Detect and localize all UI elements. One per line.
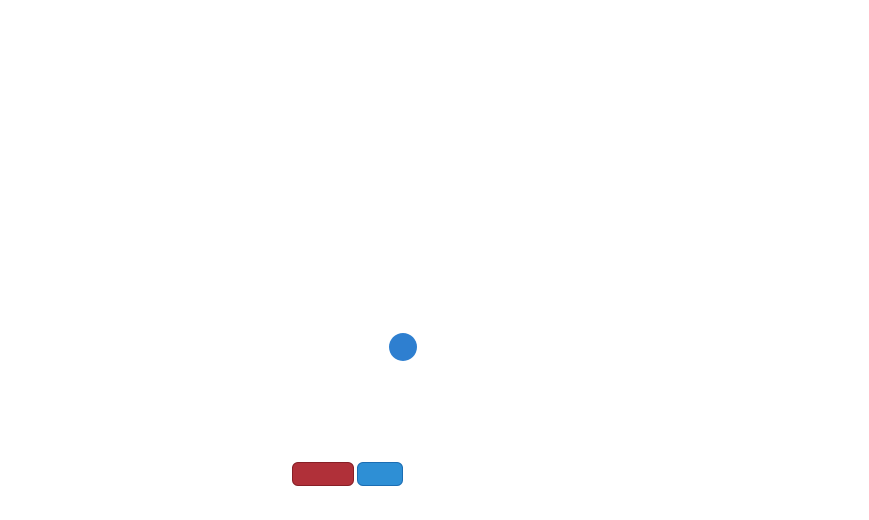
- target-price-label: [292, 462, 354, 486]
- target-button[interactable]: [357, 462, 403, 486]
- sell-signal-badge[interactable]: [389, 333, 417, 361]
